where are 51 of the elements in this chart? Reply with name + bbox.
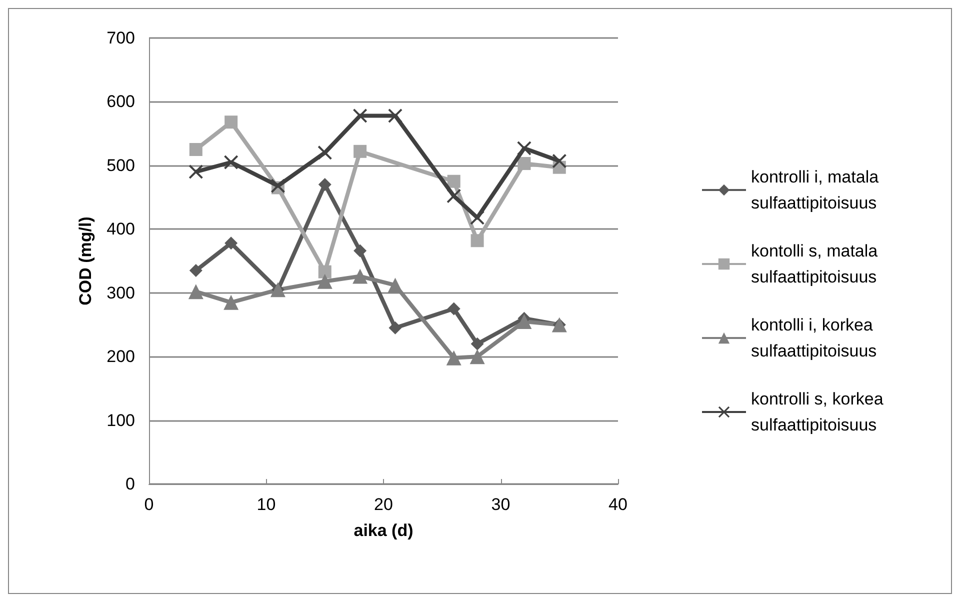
point — [188, 284, 204, 300]
legend-label: kontolli i, korkea sulfaattipitoisuus — [751, 316, 878, 360]
x-tick-label: 0 — [144, 495, 154, 514]
x-tick-label: 30 — [491, 495, 510, 514]
point — [470, 234, 484, 248]
point — [189, 264, 202, 278]
y-axis-title: COD (mg/l) — [76, 216, 95, 306]
point — [318, 146, 332, 160]
y-tick-label: 200 — [106, 347, 135, 366]
y-tick-label: 600 — [106, 92, 135, 112]
y-tick-label: 100 — [106, 410, 135, 430]
point — [552, 154, 566, 168]
y-tick-label: 700 — [106, 28, 135, 48]
point — [189, 143, 202, 156]
point — [446, 189, 461, 204]
point — [516, 314, 532, 330]
point — [188, 164, 203, 179]
x-tick-label: 40 — [608, 495, 628, 514]
point — [388, 321, 402, 334]
x-axis-title: aika (d) — [354, 521, 414, 540]
point — [470, 337, 484, 350]
y-tick-label: 500 — [106, 156, 135, 175]
y-tick-label: 300 — [106, 283, 135, 302]
point — [352, 268, 368, 284]
point — [224, 155, 238, 170]
legend-label: kontrolli s, korkea sulfaattipitoisuus — [751, 390, 888, 434]
point — [224, 236, 238, 250]
point — [317, 274, 332, 289]
point — [224, 116, 238, 129]
point — [518, 157, 531, 170]
point — [224, 294, 239, 310]
point — [388, 278, 403, 293]
point — [470, 349, 485, 364]
point — [388, 108, 402, 123]
point — [354, 144, 367, 158]
y-tick-label: 0 — [126, 474, 135, 494]
legend-label: kontrolli i, matala sulfaattipitoisuus — [751, 168, 884, 212]
point — [270, 178, 285, 193]
y-tick-label: 400 — [106, 220, 135, 239]
point — [318, 265, 332, 278]
point — [318, 178, 332, 192]
point — [447, 302, 460, 316]
legend-label: kontolli s, matala sulfaattipitoisuus — [751, 242, 882, 286]
point — [354, 244, 367, 258]
x-tick-label: 20 — [374, 495, 393, 514]
point — [353, 108, 368, 123]
x-tick-label: 10 — [256, 495, 276, 514]
point — [517, 141, 532, 156]
point — [447, 174, 460, 188]
point — [470, 210, 484, 225]
point — [446, 350, 462, 366]
